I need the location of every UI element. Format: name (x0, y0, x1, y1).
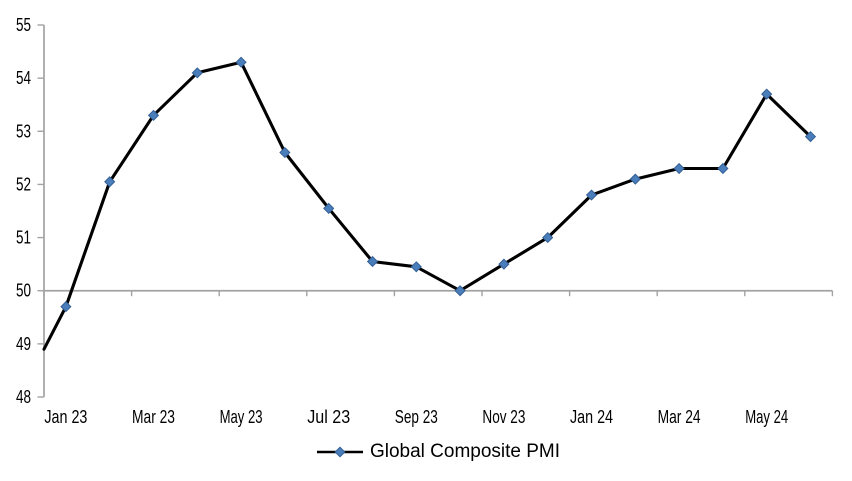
data-point-marker (104, 176, 116, 188)
x-axis-tick-label: Sep 23 (395, 407, 438, 427)
x-axis-tick-label: May 23 (220, 407, 263, 427)
y-axis-tick-label: 48 (16, 387, 31, 407)
data-point-marker (498, 258, 510, 270)
data-point-marker (542, 231, 554, 244)
data-point-marker (191, 67, 203, 79)
x-axis-tick-label: Mar 24 (658, 407, 701, 427)
x-axis-tick-label: Jul 23 (307, 407, 350, 427)
x-axis-tick-label: Jan 24 (570, 407, 613, 427)
chart-legend: Global Composite PMI (44, 440, 833, 464)
x-axis-tick-label: May 24 (745, 407, 788, 427)
data-point-marker (761, 88, 773, 100)
x-axis-tick-label: Jan 23 (44, 407, 87, 427)
data-point-marker (804, 130, 817, 143)
pmi-series-line (42, 60, 813, 351)
y-axis-tick-label: 54 (16, 68, 31, 88)
y-axis-tick-label: 50 (16, 281, 31, 301)
data-point-marker (235, 56, 247, 68)
data-point-marker (279, 146, 291, 159)
data-point-marker (454, 285, 466, 297)
data-point-marker (410, 261, 422, 273)
x-axis-tick-label: Nov 23 (482, 407, 525, 427)
x-axis-tick-label: Mar 23 (132, 407, 175, 427)
y-axis-tick-label: 49 (16, 334, 31, 354)
y-axis-tick-label: 53 (16, 121, 31, 141)
data-point-marker (323, 202, 335, 214)
y-axis-tick-label: 51 (16, 228, 31, 248)
data-point-marker (585, 189, 598, 201)
data-point-marker (717, 162, 729, 175)
data-point-marker (629, 173, 641, 185)
data-point-marker (673, 162, 685, 175)
data-point-marker (147, 109, 160, 121)
data-point-marker (60, 301, 72, 313)
legend-marker-icon (316, 446, 363, 458)
data-point-marker (366, 255, 379, 268)
y-axis-tick-label: 52 (16, 174, 31, 194)
y-axis-tick-label: 55 (16, 15, 31, 35)
legend-label: Global Composite PMI (369, 441, 561, 462)
